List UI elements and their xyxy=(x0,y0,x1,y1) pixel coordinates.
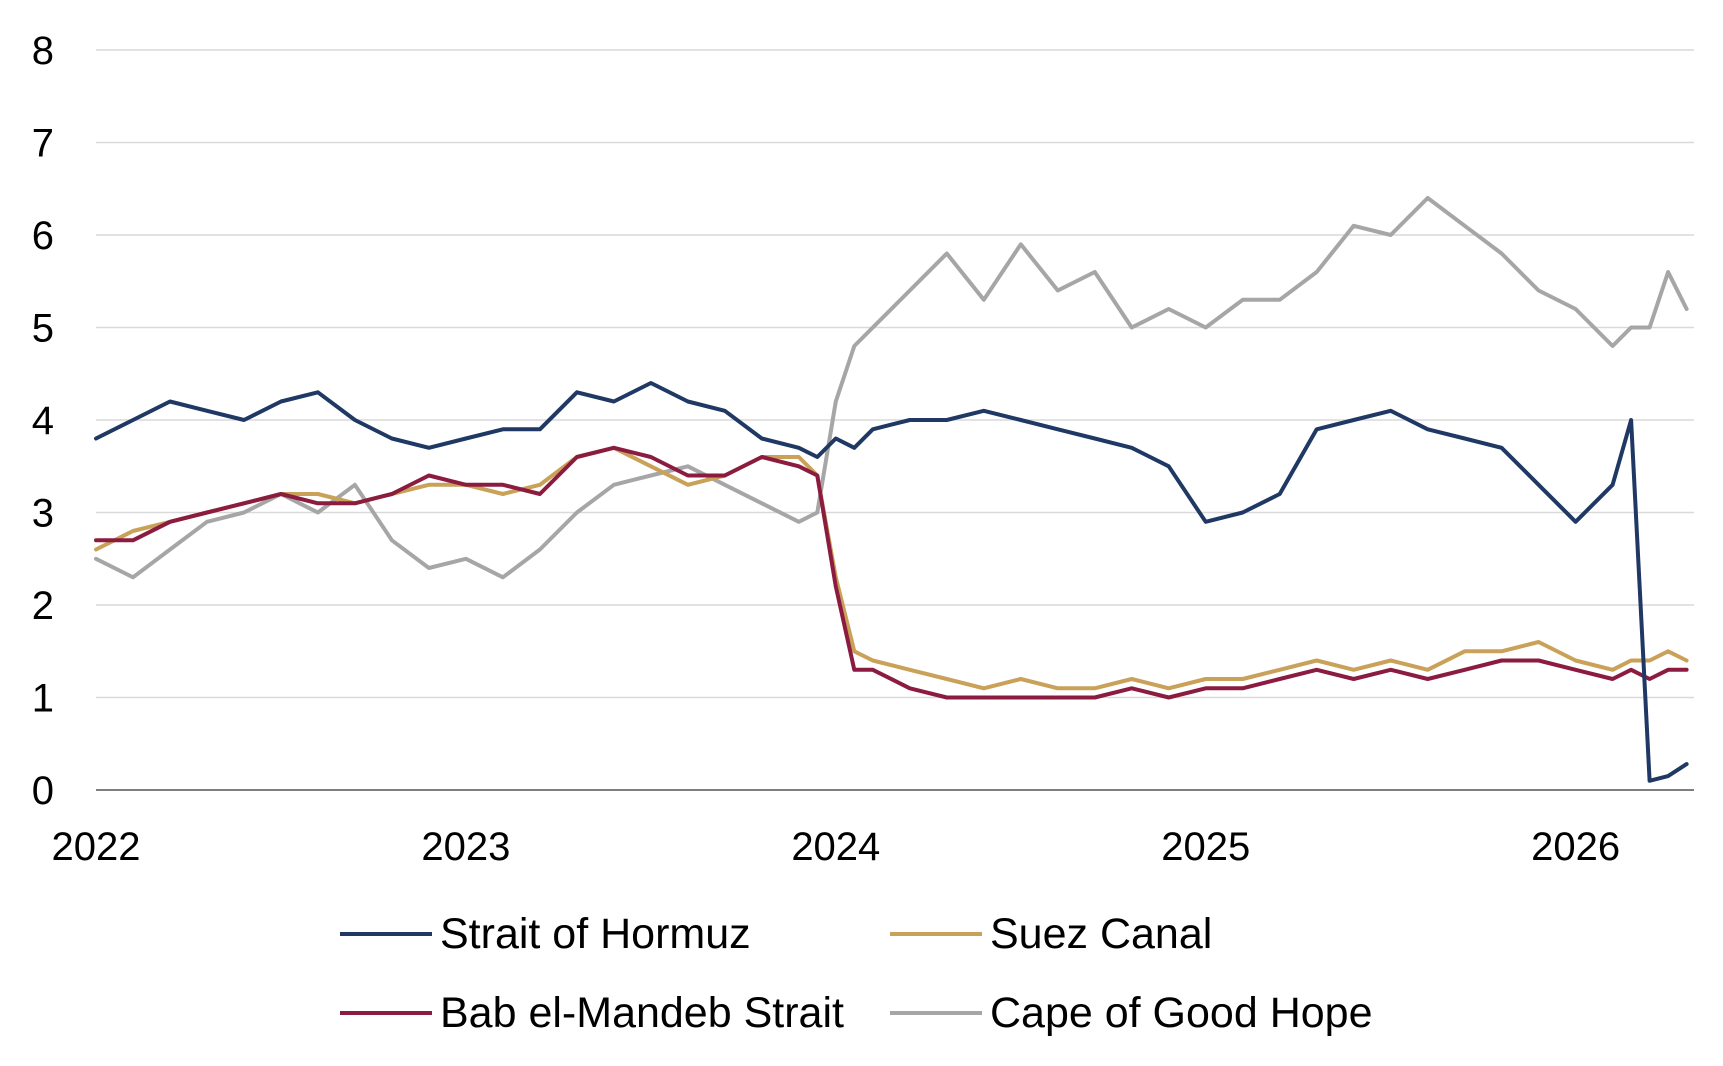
y-tick-label: 5 xyxy=(32,307,54,351)
legend-label-suez-canal: Suez Canal xyxy=(990,910,1212,958)
series-line-strait-of-hormuz xyxy=(94,381,1689,783)
x-tick-label: 2026 xyxy=(1531,825,1620,869)
axis-layer: 0 1 2 3 4 5 6 7 8 2022 2023 2024 2025 2026 xyxy=(32,29,1694,869)
legend-layer: Strait of Hormuz Suez Canal Bab el-Mandeb … xyxy=(340,910,1373,1037)
legend-label-strait-of-hormuz: Strait of Hormuz xyxy=(440,910,751,958)
x-tick-label: 2025 xyxy=(1161,825,1250,869)
x-tick-label: 2024 xyxy=(791,825,880,869)
x-tick-label: 2022 xyxy=(52,825,141,869)
series-line-cape-of-good-hope xyxy=(94,196,1689,580)
y-tick-label: 6 xyxy=(32,214,54,258)
y-tick-label: 8 xyxy=(32,29,54,73)
legend-label-bab-el-mandeb-strait: Bab el-Mandeb Strait xyxy=(440,989,844,1037)
series-line-bab-el-mandeb-strait xyxy=(94,445,1689,700)
y-tick-label: 7 xyxy=(32,122,54,166)
y-tick-label: 3 xyxy=(32,492,54,536)
y-tick-label: 1 xyxy=(32,677,54,721)
y-tick-label: 0 xyxy=(32,769,54,813)
grid-layer xyxy=(96,49,1694,699)
legend-label-cape-of-good-hope: Cape of Good Hope xyxy=(990,989,1373,1037)
series-line-suez-canal xyxy=(94,445,1689,691)
series-layer xyxy=(94,196,1689,783)
x-tick-label: 2023 xyxy=(421,825,510,869)
y-tick-label: 4 xyxy=(32,399,54,443)
y-tick-label: 2 xyxy=(32,584,54,628)
